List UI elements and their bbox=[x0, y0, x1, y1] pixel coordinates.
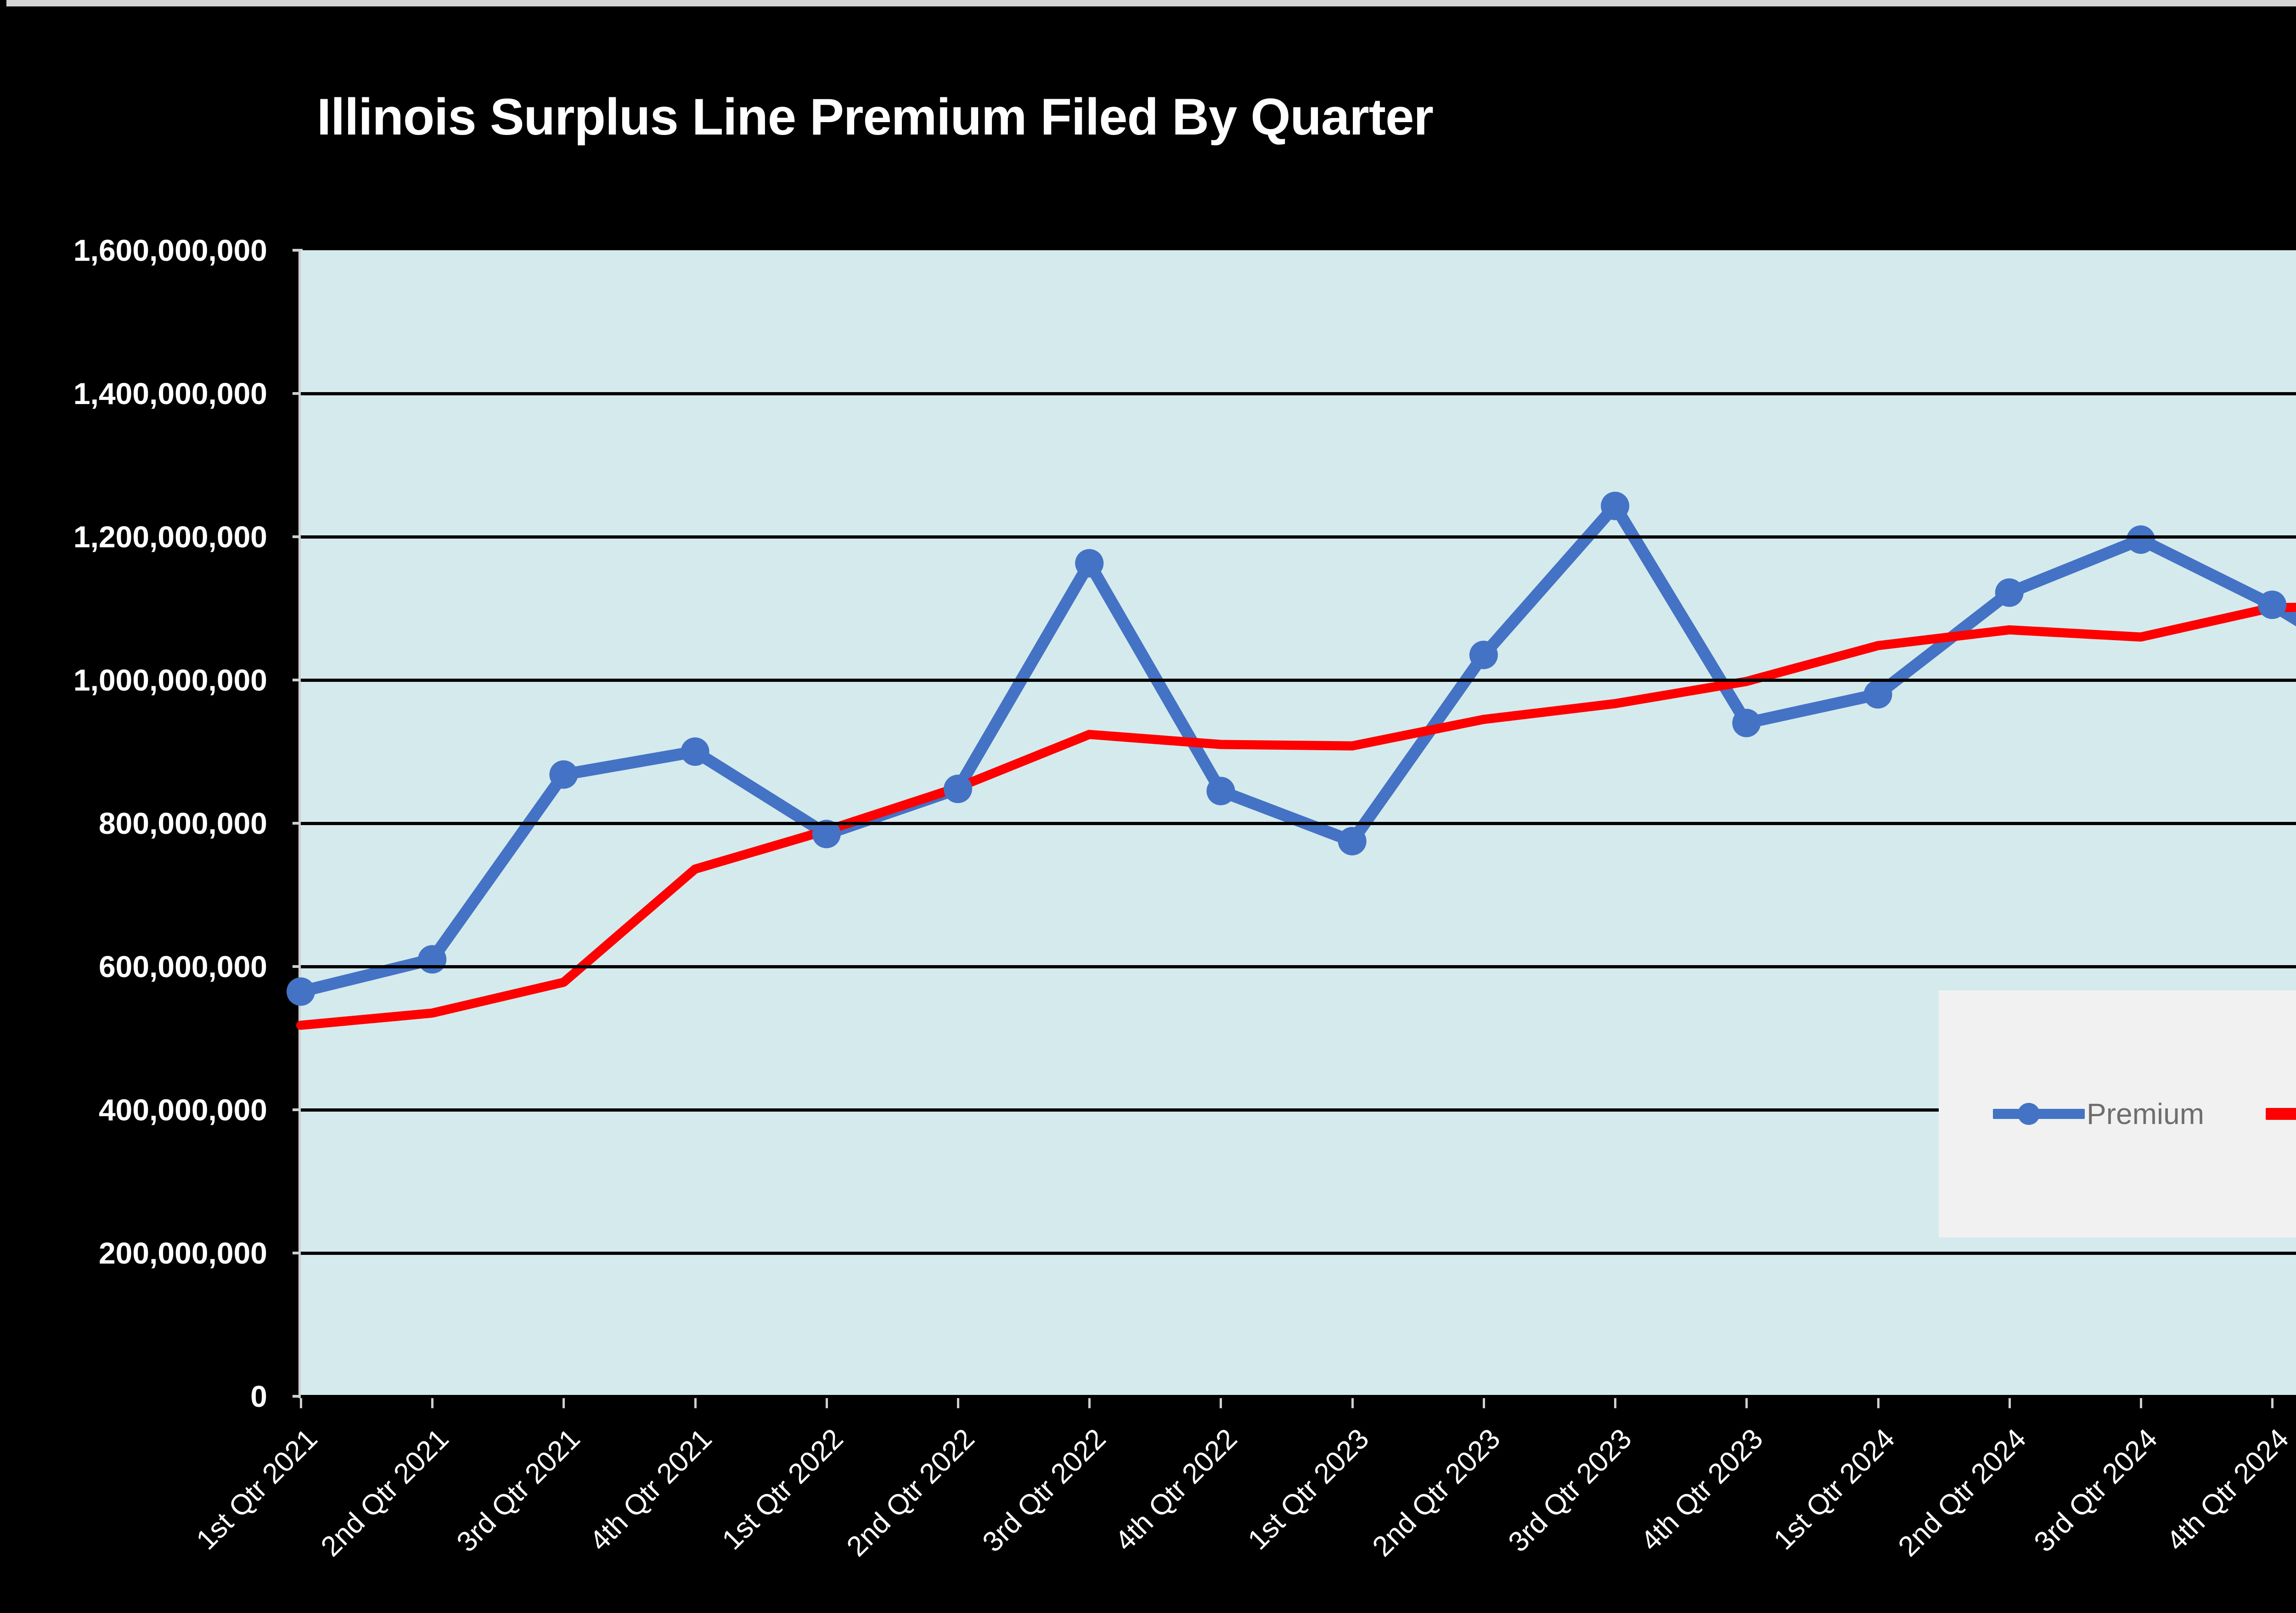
data-point-marker[interactable] bbox=[2126, 525, 2155, 554]
data-point-marker[interactable] bbox=[1206, 776, 1235, 805]
gridline bbox=[301, 822, 2296, 825]
gridline bbox=[301, 1108, 2296, 1112]
x-axis-tick bbox=[825, 1398, 828, 1408]
x-axis-tick bbox=[563, 1398, 565, 1408]
data-point-marker[interactable] bbox=[287, 977, 315, 1006]
window-top-border bbox=[0, 0, 2296, 6]
gridline bbox=[301, 392, 2296, 395]
x-axis-baseline bbox=[301, 1395, 2296, 1398]
y-axis-tick-label: 1,400,000,000 bbox=[73, 377, 267, 410]
gridline bbox=[301, 535, 2296, 539]
x-axis-tick bbox=[2139, 1398, 2142, 1408]
y-axis-tick-label: 1,000,000,000 bbox=[73, 663, 267, 697]
x-axis-tick bbox=[300, 1398, 302, 1408]
x-axis-tick bbox=[1614, 1398, 1617, 1408]
y-axis-tick bbox=[293, 965, 303, 968]
data-point-marker[interactable] bbox=[681, 737, 709, 766]
data-point-marker[interactable] bbox=[1732, 708, 1761, 737]
y-axis-tick bbox=[293, 679, 303, 681]
x-axis-tick bbox=[694, 1398, 697, 1408]
data-point-marker[interactable] bbox=[1075, 549, 1104, 578]
y-axis: 1,600,000,000 1,400,000,000 1,200,000,000 1… bbox=[0, 0, 303, 1613]
y-axis-tick-label: 1,200,000,000 bbox=[73, 520, 267, 554]
x-axis-tick bbox=[1351, 1398, 1354, 1408]
y-axis-tick bbox=[293, 249, 303, 252]
y-axis-tick-label: 600,000,000 bbox=[98, 950, 267, 984]
legend-item-rolling-avg[interactable]: 4Q Rolling Avg bbox=[2266, 1097, 2296, 1131]
y-axis-line bbox=[298, 250, 301, 1398]
data-point-marker[interactable] bbox=[1469, 641, 1498, 669]
x-axis-tick bbox=[957, 1398, 960, 1408]
y-axis-tick-label: 200,000,000 bbox=[98, 1236, 267, 1270]
legend-marker-rolling-avg-icon bbox=[2266, 1099, 2296, 1129]
legend-item-premium[interactable]: Premium bbox=[1993, 1097, 2204, 1131]
y-axis-tick-label: 400,000,000 bbox=[98, 1093, 267, 1127]
x-axis-tick bbox=[1877, 1398, 1880, 1408]
legend-label-premium: Premium bbox=[2087, 1097, 2205, 1130]
data-point-marker[interactable] bbox=[944, 775, 973, 804]
data-point-marker[interactable] bbox=[812, 820, 841, 849]
data-point-marker[interactable] bbox=[1863, 680, 1892, 709]
data-point-marker[interactable] bbox=[418, 945, 447, 974]
data-point-marker[interactable] bbox=[2258, 590, 2287, 619]
y-axis-tick-label: 0 bbox=[250, 1379, 267, 1413]
y-axis-tick bbox=[293, 535, 303, 538]
window-left-border bbox=[0, 0, 6, 1613]
y-axis-tick bbox=[293, 822, 303, 825]
y-axis-tick-label: 800,000,000 bbox=[98, 806, 267, 840]
gridline bbox=[301, 1252, 2296, 1255]
page-title: Illinois Surplus Line Premium Filed By Q… bbox=[317, 88, 1434, 146]
gridline bbox=[301, 679, 2296, 682]
x-axis-tick bbox=[1088, 1398, 1091, 1408]
legend-marker-premium-icon bbox=[1993, 1099, 2085, 1129]
y-axis-tick-label: 1,600,000,000 bbox=[73, 233, 267, 267]
legend[interactable]: Premium 4Q Rolling Avg bbox=[1939, 990, 2296, 1237]
x-axis-tick bbox=[2271, 1398, 2274, 1408]
x-axis-tick bbox=[1745, 1398, 1748, 1408]
gridline bbox=[301, 965, 2296, 968]
y-axis-tick bbox=[293, 1395, 303, 1398]
y-axis-tick bbox=[293, 1108, 303, 1111]
data-point-marker[interactable] bbox=[1601, 491, 1630, 520]
x-axis-tick bbox=[1220, 1398, 1222, 1408]
x-axis-tick bbox=[2008, 1398, 2011, 1408]
x-axis-tick bbox=[1482, 1398, 1485, 1408]
data-point-marker[interactable] bbox=[1995, 578, 2024, 607]
series-line-4q-rolling-avg bbox=[296, 602, 2296, 1030]
data-point-marker[interactable] bbox=[1338, 827, 1367, 855]
y-axis-tick bbox=[293, 392, 303, 395]
data-point-marker[interactable] bbox=[549, 760, 578, 789]
y-axis-tick bbox=[293, 1252, 303, 1254]
x-axis-tick bbox=[431, 1398, 434, 1408]
series-line-premium bbox=[295, 500, 2296, 998]
